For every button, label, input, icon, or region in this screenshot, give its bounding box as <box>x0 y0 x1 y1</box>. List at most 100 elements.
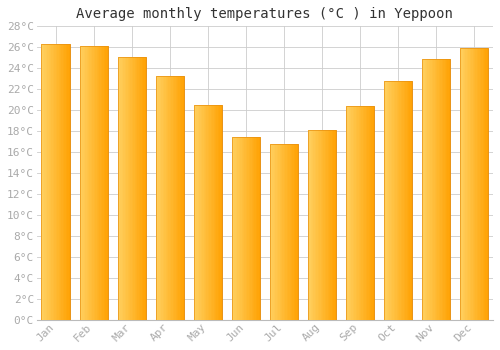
Bar <box>80 46 108 320</box>
Bar <box>96 46 98 320</box>
Bar <box>194 105 222 320</box>
Bar <box>433 59 434 320</box>
Bar <box>42 44 70 320</box>
Bar <box>214 105 215 320</box>
Bar <box>272 144 274 320</box>
Bar <box>392 81 394 320</box>
Bar <box>181 76 182 320</box>
Bar <box>42 44 43 320</box>
Bar <box>385 81 386 320</box>
Bar <box>462 48 464 320</box>
Bar <box>280 144 281 320</box>
Bar <box>233 136 234 320</box>
Bar <box>360 106 362 320</box>
Bar <box>346 106 347 320</box>
Bar <box>105 46 106 320</box>
Bar <box>329 130 330 320</box>
Bar <box>198 105 200 320</box>
Bar <box>128 57 129 320</box>
Bar <box>194 105 195 320</box>
Bar <box>270 144 298 320</box>
Bar <box>94 46 95 320</box>
Bar <box>346 106 374 320</box>
Bar <box>220 105 222 320</box>
Bar <box>366 106 367 320</box>
Bar <box>98 46 100 320</box>
Bar <box>318 130 319 320</box>
Bar <box>322 130 324 320</box>
Bar <box>348 106 350 320</box>
Bar <box>411 81 412 320</box>
Bar <box>56 44 57 320</box>
Bar <box>63 44 64 320</box>
Bar <box>439 59 440 320</box>
Bar <box>373 106 374 320</box>
Bar <box>467 48 468 320</box>
Bar <box>353 106 354 320</box>
Bar <box>132 57 133 320</box>
Bar <box>84 46 85 320</box>
Bar <box>410 81 411 320</box>
Bar <box>394 81 395 320</box>
Bar <box>364 106 366 320</box>
Bar <box>119 57 120 320</box>
Bar <box>468 48 470 320</box>
Bar <box>44 44 46 320</box>
Bar <box>396 81 398 320</box>
Bar <box>123 57 124 320</box>
Bar <box>232 136 260 320</box>
Bar <box>308 130 336 320</box>
Bar <box>423 59 424 320</box>
Bar <box>428 59 429 320</box>
Bar <box>286 144 287 320</box>
Bar <box>64 44 66 320</box>
Bar <box>460 48 461 320</box>
Bar <box>62 44 63 320</box>
Bar <box>218 105 220 320</box>
Bar <box>363 106 364 320</box>
Bar <box>354 106 356 320</box>
Bar <box>244 136 246 320</box>
Bar <box>243 136 244 320</box>
Bar <box>248 136 250 320</box>
Bar <box>142 57 143 320</box>
Bar <box>118 57 119 320</box>
Bar <box>202 105 203 320</box>
Bar <box>120 57 122 320</box>
Bar <box>461 48 462 320</box>
Bar <box>208 105 210 320</box>
Bar <box>442 59 443 320</box>
Bar <box>422 59 450 320</box>
Bar <box>274 144 276 320</box>
Bar <box>129 57 130 320</box>
Bar <box>126 57 128 320</box>
Bar <box>54 44 56 320</box>
Bar <box>391 81 392 320</box>
Bar <box>291 144 292 320</box>
Bar <box>384 81 412 320</box>
Bar <box>296 144 298 320</box>
Bar <box>288 144 290 320</box>
Bar <box>157 76 158 320</box>
Title: Average monthly temperatures (°C ) in Yeppoon: Average monthly temperatures (°C ) in Ye… <box>76 7 454 21</box>
Bar <box>470 48 471 320</box>
Bar <box>478 48 480 320</box>
Bar <box>42 44 70 320</box>
Bar <box>472 48 474 320</box>
Bar <box>335 130 336 320</box>
Bar <box>270 144 271 320</box>
Bar <box>67 44 68 320</box>
Bar <box>139 57 140 320</box>
Bar <box>314 130 315 320</box>
Bar <box>486 48 487 320</box>
Bar <box>216 105 218 320</box>
Bar <box>334 130 335 320</box>
Bar <box>204 105 205 320</box>
Bar <box>246 136 248 320</box>
Bar <box>100 46 101 320</box>
Bar <box>309 130 310 320</box>
Bar <box>292 144 294 320</box>
Bar <box>134 57 136 320</box>
Bar <box>68 44 70 320</box>
Bar <box>357 106 358 320</box>
